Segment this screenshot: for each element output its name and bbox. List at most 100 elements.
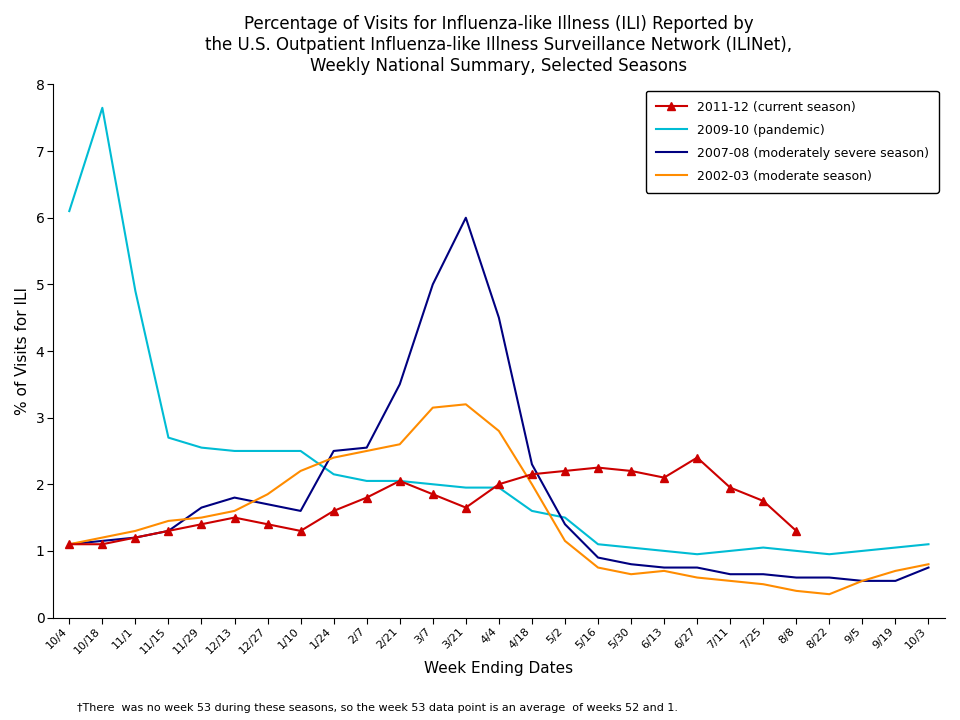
2007-08 (moderately severe season) (262, 500, 274, 508)
2011-12 (current season) (361, 493, 372, 502)
2007-08 (moderately severe season) (659, 563, 670, 572)
2007-08 (moderately severe season) (592, 553, 604, 562)
2007-08 (moderately severe season) (162, 526, 174, 535)
2009-10 (pandemic) (328, 470, 340, 479)
2007-08 (moderately severe season) (493, 313, 505, 322)
2011-12 (current season) (592, 463, 604, 472)
2007-08 (moderately severe season) (923, 563, 934, 572)
2002-03 (moderate season) (493, 427, 505, 436)
2011-12 (current season) (262, 520, 274, 528)
2007-08 (moderately severe season) (460, 213, 471, 222)
2009-10 (pandemic) (262, 446, 274, 455)
2002-03 (moderate season) (162, 516, 174, 525)
2009-10 (pandemic) (295, 446, 306, 455)
2007-08 (moderately severe season) (228, 493, 240, 502)
2009-10 (pandemic) (394, 477, 405, 485)
2009-10 (pandemic) (725, 546, 736, 555)
2009-10 (pandemic) (790, 546, 802, 555)
2011-12 (current season) (130, 534, 141, 542)
Title: Percentage of Visits for Influenza-like Illness (ILI) Reported by
the U.S. Outpa: Percentage of Visits for Influenza-like … (205, 15, 792, 75)
2009-10 (pandemic) (890, 544, 901, 552)
2007-08 (moderately severe season) (63, 540, 75, 549)
2011-12 (current season) (394, 477, 405, 485)
2007-08 (moderately severe season) (526, 460, 538, 469)
2002-03 (moderate season) (625, 570, 636, 579)
Text: †There  was no week 53 during these seasons, so the week 53 data point is an ave: †There was no week 53 during these seaso… (77, 703, 678, 713)
2011-12 (current season) (328, 507, 340, 516)
2011-12 (current season) (725, 483, 736, 492)
2002-03 (moderate season) (560, 536, 571, 545)
2002-03 (moderate season) (856, 577, 868, 585)
2009-10 (pandemic) (130, 287, 141, 295)
2002-03 (moderate season) (361, 446, 372, 455)
Line: 2002-03 (moderate season): 2002-03 (moderate season) (69, 405, 928, 594)
2002-03 (moderate season) (130, 526, 141, 535)
2002-03 (moderate season) (460, 400, 471, 409)
Legend: 2011-12 (current season), 2009-10 (pandemic), 2007-08 (moderately severe season): 2011-12 (current season), 2009-10 (pande… (645, 91, 939, 193)
2007-08 (moderately severe season) (691, 563, 703, 572)
2002-03 (moderate season) (757, 580, 769, 588)
2002-03 (moderate season) (63, 540, 75, 549)
2009-10 (pandemic) (526, 507, 538, 516)
2009-10 (pandemic) (427, 480, 439, 489)
2009-10 (pandemic) (923, 540, 934, 549)
2011-12 (current season) (493, 480, 505, 489)
2009-10 (pandemic) (592, 540, 604, 549)
2011-12 (current season) (295, 526, 306, 535)
Y-axis label: % of Visits for ILI: % of Visits for ILI (15, 287, 30, 415)
2007-08 (moderately severe season) (97, 536, 108, 545)
2007-08 (moderately severe season) (890, 577, 901, 585)
2002-03 (moderate season) (923, 560, 934, 569)
2009-10 (pandemic) (196, 444, 207, 452)
2007-08 (moderately severe season) (790, 573, 802, 582)
2011-12 (current season) (790, 526, 802, 535)
2009-10 (pandemic) (691, 550, 703, 559)
Line: 2007-08 (moderately severe season): 2007-08 (moderately severe season) (69, 217, 928, 581)
2011-12 (current season) (427, 490, 439, 498)
2002-03 (moderate season) (890, 567, 901, 575)
2007-08 (moderately severe season) (196, 503, 207, 512)
Line: 2011-12 (current season): 2011-12 (current season) (65, 454, 801, 549)
2002-03 (moderate season) (824, 590, 835, 598)
2011-12 (current season) (162, 526, 174, 535)
2009-10 (pandemic) (162, 433, 174, 442)
2007-08 (moderately severe season) (757, 570, 769, 579)
2002-03 (moderate season) (691, 573, 703, 582)
2009-10 (pandemic) (560, 513, 571, 522)
2002-03 (moderate season) (526, 480, 538, 489)
2007-08 (moderately severe season) (725, 570, 736, 579)
2002-03 (moderate season) (659, 567, 670, 575)
2009-10 (pandemic) (361, 477, 372, 485)
2009-10 (pandemic) (460, 483, 471, 492)
2011-12 (current season) (757, 497, 769, 505)
2011-12 (current season) (625, 467, 636, 475)
2009-10 (pandemic) (493, 483, 505, 492)
2007-08 (moderately severe season) (560, 520, 571, 528)
2002-03 (moderate season) (394, 440, 405, 449)
2007-08 (moderately severe season) (824, 573, 835, 582)
2002-03 (moderate season) (790, 587, 802, 595)
2007-08 (moderately severe season) (130, 534, 141, 542)
2007-08 (moderately severe season) (295, 507, 306, 516)
2009-10 (pandemic) (63, 207, 75, 215)
2007-08 (moderately severe season) (856, 577, 868, 585)
2002-03 (moderate season) (592, 563, 604, 572)
2011-12 (current season) (691, 454, 703, 462)
2009-10 (pandemic) (824, 550, 835, 559)
2002-03 (moderate season) (97, 534, 108, 542)
2007-08 (moderately severe season) (625, 560, 636, 569)
2002-03 (moderate season) (262, 490, 274, 498)
2002-03 (moderate season) (295, 467, 306, 475)
2011-12 (current season) (460, 503, 471, 512)
2007-08 (moderately severe season) (427, 280, 439, 289)
2007-08 (moderately severe season) (361, 444, 372, 452)
2009-10 (pandemic) (757, 544, 769, 552)
2011-12 (current season) (63, 540, 75, 549)
2009-10 (pandemic) (97, 104, 108, 112)
2002-03 (moderate season) (228, 507, 240, 516)
X-axis label: Week Ending Dates: Week Ending Dates (424, 661, 573, 676)
2009-10 (pandemic) (228, 446, 240, 455)
2009-10 (pandemic) (659, 546, 670, 555)
2007-08 (moderately severe season) (328, 446, 340, 455)
2011-12 (current season) (196, 520, 207, 528)
